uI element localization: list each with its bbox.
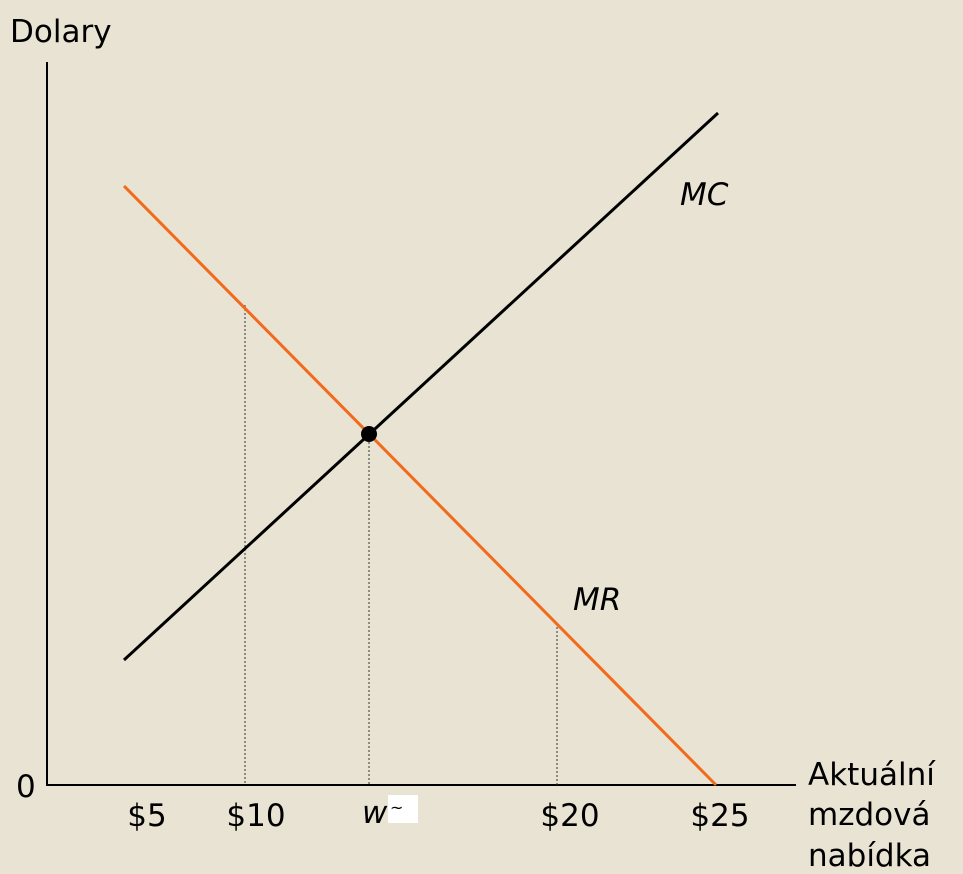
y-axis-label: Dolary (10, 14, 112, 50)
x-tick-label: $5 (127, 798, 166, 834)
x-tick-label: w (362, 795, 388, 831)
x-axis-label: mzdová (808, 797, 930, 833)
mc-label: MC (680, 177, 729, 213)
x-tick-label: $10 (226, 798, 285, 834)
mr-curve (122, 184, 718, 787)
mc-curve (122, 111, 720, 662)
mr-label: MR (573, 582, 621, 618)
x-axis-label: nabídka (808, 838, 931, 874)
origin-label: 0 (16, 769, 36, 805)
x-tick-mark: ~ (390, 798, 403, 817)
label-box (388, 795, 418, 823)
equilibrium-point (361, 426, 377, 442)
x-tick-label: $20 (540, 798, 599, 834)
x-tick-label: $25 (690, 798, 749, 834)
x-axis-label: Aktuální (808, 757, 936, 793)
